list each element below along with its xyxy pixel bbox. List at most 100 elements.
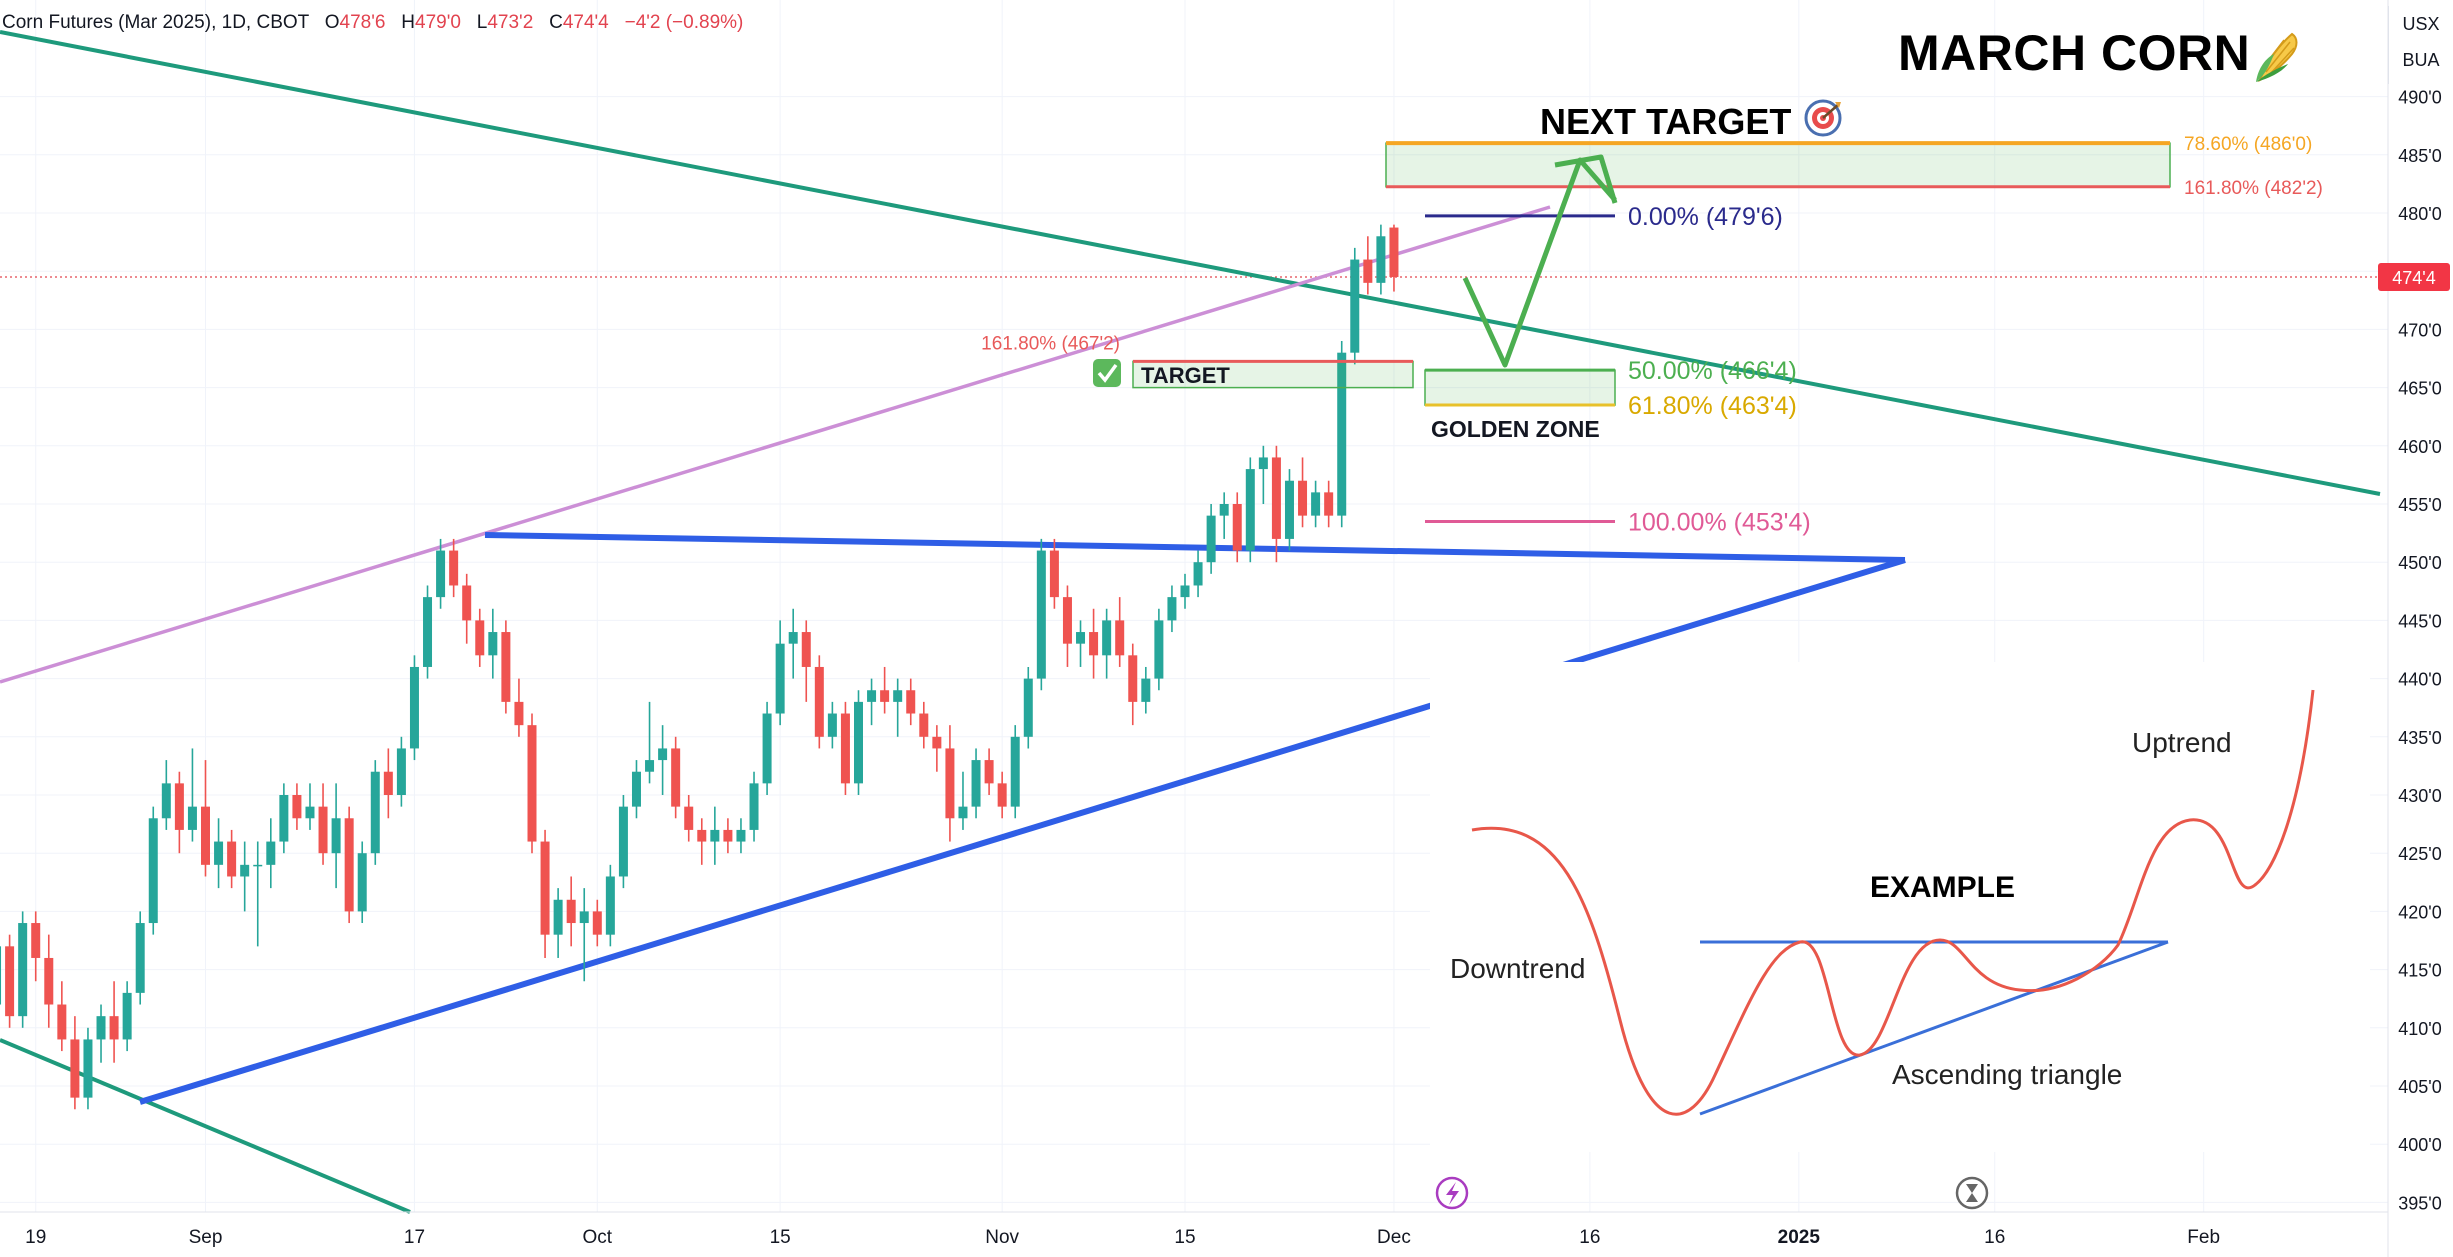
candle — [57, 981, 67, 1052]
candle-body — [318, 806, 328, 854]
fib-50-label: 50.00% (466'4) — [1628, 357, 1797, 385]
candle-body — [514, 701, 524, 726]
candle — [1245, 457, 1255, 563]
candle — [736, 818, 746, 854]
candle — [605, 864, 615, 947]
candle-body — [1206, 515, 1216, 563]
candle-body — [997, 783, 1007, 807]
example-price-curve — [1471, 689, 2315, 1116]
unit-selector[interactable]: USX BUA — [2388, 6, 2453, 84]
unit-label: BUA — [2402, 50, 2440, 70]
candle-body — [1193, 562, 1203, 586]
y-tick-label: 400'0 — [2398, 1135, 2441, 1155]
y-tick-label: 485'0 — [2398, 146, 2441, 166]
current-price-tag — [2378, 263, 2450, 292]
candle-body — [253, 864, 263, 867]
candle — [1363, 236, 1373, 295]
candle — [396, 736, 406, 807]
example-label: EXAMPLE — [1870, 871, 2015, 904]
candle — [201, 760, 210, 877]
high-label: H — [401, 12, 416, 33]
candle — [880, 666, 890, 714]
candle — [631, 760, 641, 819]
candle — [893, 678, 903, 737]
y-tick-label: 430'0 — [2398, 786, 2441, 806]
candle-body — [1376, 236, 1386, 283]
candle — [697, 818, 707, 865]
ascending-triangle-label: Ascending triangle — [1892, 1059, 2122, 1090]
candle-body — [344, 818, 354, 912]
candle — [1206, 504, 1216, 574]
candle-body — [436, 550, 446, 598]
candle-body — [605, 876, 615, 935]
candle — [83, 1027, 93, 1110]
candle-body — [1154, 620, 1164, 679]
channel-trendline — [0, 205, 1551, 684]
candle-body — [958, 806, 968, 819]
y-tick-label: 465'0 — [2398, 379, 2441, 399]
x-tick-label: Feb — [2187, 1227, 2220, 1248]
downtrend-label: Downtrend — [1450, 953, 1585, 984]
candle-body — [971, 760, 981, 807]
symbol-header: Corn Futures (Mar 2025), 1D, CBOT O478'6… — [2, 12, 743, 34]
candle-body — [1258, 457, 1268, 470]
candle-body — [840, 713, 850, 784]
candle-body — [984, 760, 994, 784]
candle-body — [710, 829, 720, 842]
candle — [462, 573, 472, 644]
next-target-zone — [1385, 142, 2171, 188]
candle-body — [1023, 678, 1033, 737]
low-value: 473'2 — [487, 12, 534, 33]
candle — [645, 701, 655, 784]
candle — [305, 783, 315, 830]
candle-body — [814, 666, 824, 737]
fib-0-label: 0.00% (479'6) — [1628, 203, 1783, 231]
candle-body — [906, 690, 916, 714]
candle-body — [645, 760, 655, 772]
candle-body — [174, 783, 184, 830]
candle — [1036, 538, 1046, 691]
candle — [919, 701, 929, 749]
candle-body — [109, 1016, 119, 1040]
candle-body — [1049, 550, 1059, 598]
candle-body — [1128, 655, 1138, 702]
candles — [0, 224, 1399, 1110]
fib-786-label: 78.60% (486'0) — [2184, 134, 2312, 155]
target-icon — [1804, 99, 1842, 137]
candle — [1010, 725, 1020, 819]
candle-body — [292, 795, 302, 819]
candle — [579, 888, 589, 982]
candle — [174, 771, 184, 854]
candle — [1141, 666, 1151, 714]
candle — [488, 608, 498, 679]
candle — [540, 829, 550, 958]
descending-trendline-upper — [0, 30, 2381, 496]
candle-body — [370, 771, 380, 854]
candle-body — [1389, 227, 1399, 278]
candle-body — [201, 806, 210, 865]
candle — [527, 713, 537, 854]
candle-body — [579, 911, 589, 924]
candle — [214, 818, 224, 889]
candle — [854, 690, 863, 795]
y-tick-label: 450'0 — [2398, 553, 2441, 573]
candle-body — [83, 1039, 93, 1098]
candle-body — [867, 690, 877, 702]
candle-body — [161, 783, 171, 819]
candle-body — [880, 690, 890, 702]
y-tick-label: 480'0 — [2398, 204, 2441, 224]
x-tick-label: 15 — [1174, 1227, 1195, 1248]
y-tick-label: 490'0 — [2398, 88, 2441, 108]
candle — [423, 585, 433, 679]
triangle-support — [139, 557, 1906, 1105]
candle-body — [475, 620, 485, 656]
candle-body — [540, 841, 550, 935]
hourglass-icon — [1955, 1176, 1989, 1210]
candle — [762, 701, 772, 795]
candle-body — [658, 748, 668, 761]
candle-body — [1271, 457, 1281, 539]
candle-body — [801, 632, 811, 667]
candle — [409, 655, 419, 761]
candle-body — [1232, 504, 1242, 551]
